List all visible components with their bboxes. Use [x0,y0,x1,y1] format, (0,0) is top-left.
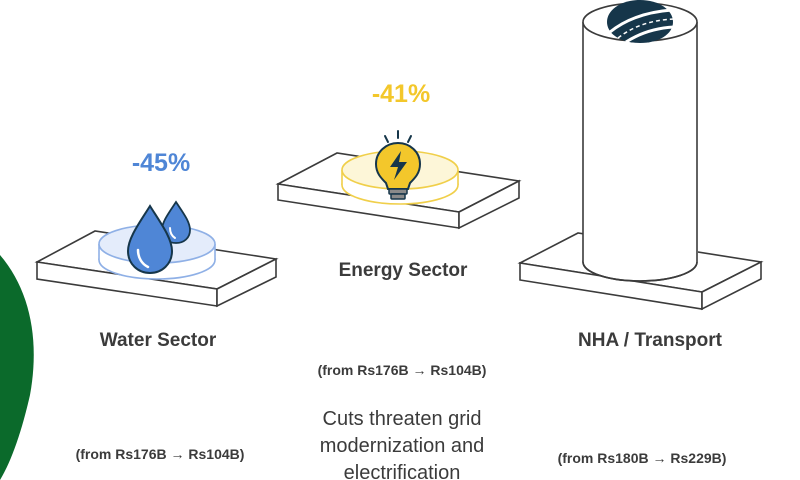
energy-range-label: (from Rs176B → Rs104B) [317,362,487,378]
light-bulb-icon [374,130,422,200]
transport-cylinder [582,2,698,282]
water-sector-title: Water Sector [99,330,217,351]
highway-logo-icon [607,0,675,44]
water-change-label: -45% [131,149,191,177]
energy-sector-title: Energy Sector [338,260,468,281]
green-decor-shape [0,255,34,480]
water-drops-icon [126,200,191,275]
transport-sector-title: NHA / Transport [578,330,722,351]
transport-range-label: (from Rs180B → Rs229B) [557,450,727,466]
energy-description: Cuts threaten grid modernization and ele… [319,408,485,480]
water-range-label: (from Rs176B → Rs104B) [75,446,245,462]
energy-change-label: -41% [371,80,431,108]
